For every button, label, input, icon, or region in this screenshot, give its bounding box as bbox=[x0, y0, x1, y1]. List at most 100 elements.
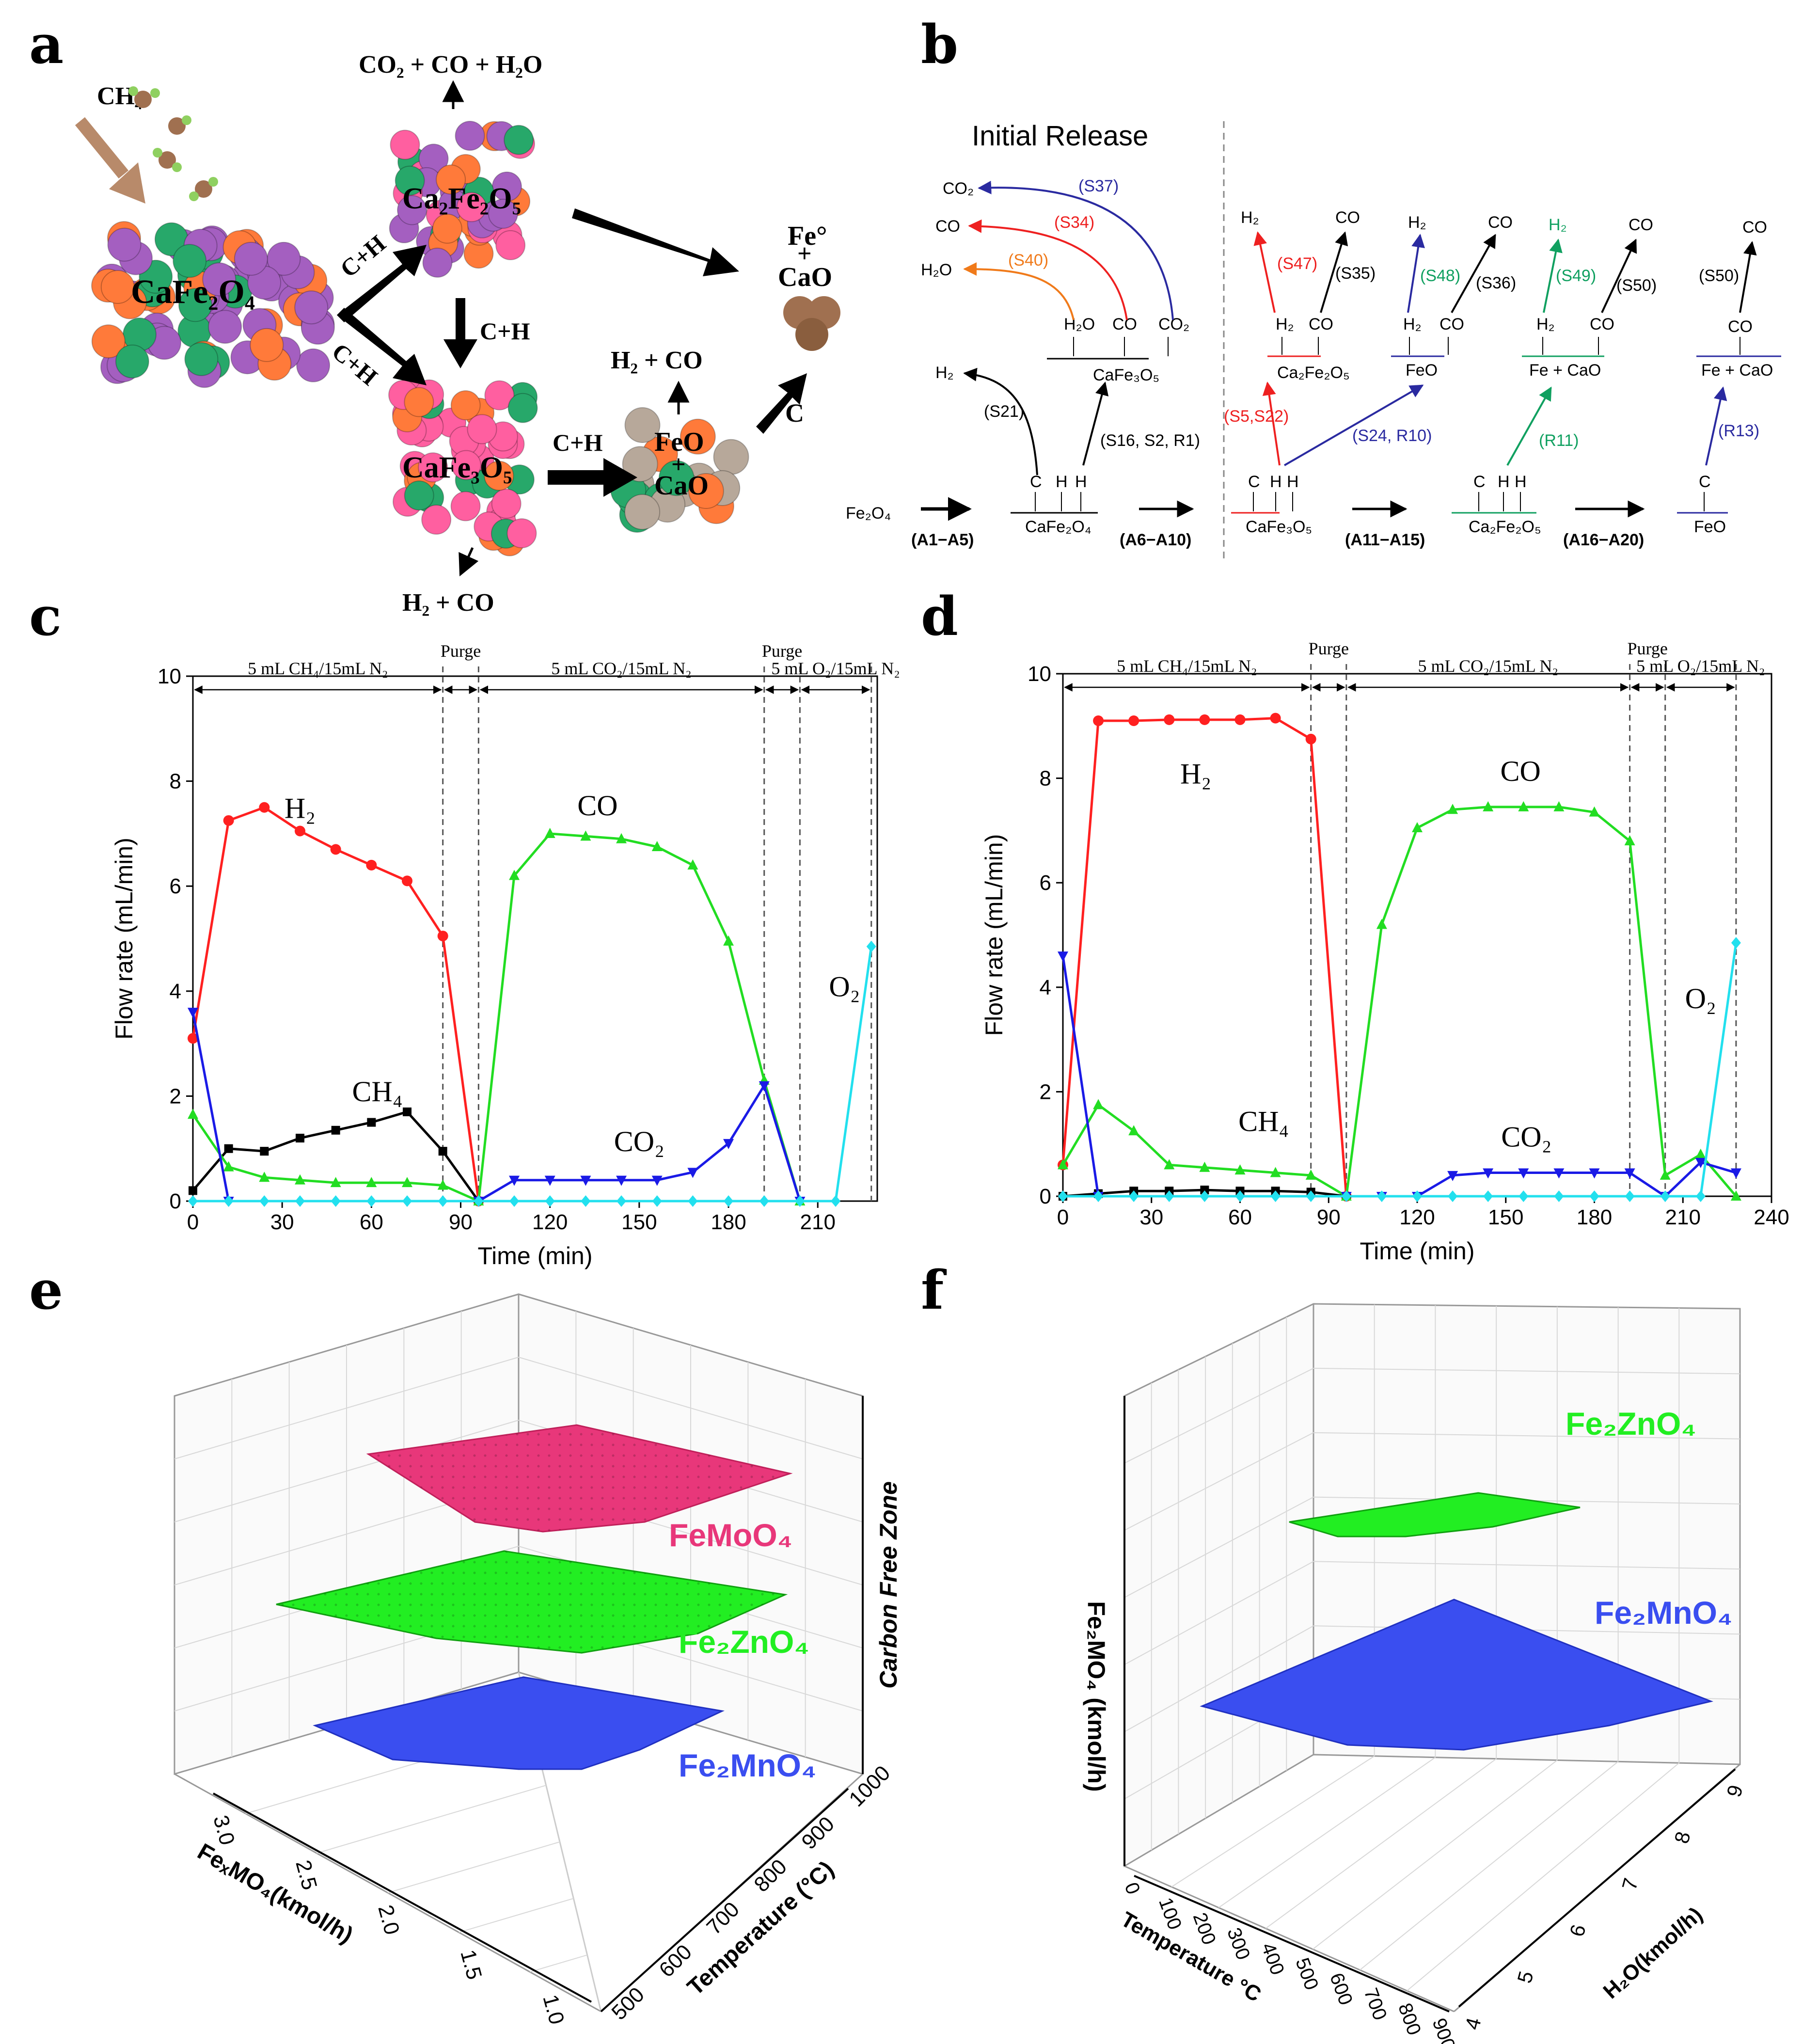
c-adsorbate-3: C bbox=[1473, 473, 1486, 491]
co-product-5: CO bbox=[1742, 218, 1767, 237]
s36-label: (S36) bbox=[1476, 274, 1516, 292]
point-co2 bbox=[1730, 1168, 1741, 1179]
point-co bbox=[509, 870, 520, 880]
arrow-s49 bbox=[1543, 238, 1563, 313]
tick-label: 900 bbox=[1428, 2015, 1459, 2044]
point-co2 bbox=[580, 1175, 591, 1186]
r11-label: (R11) bbox=[1539, 431, 1579, 450]
s37-label: (S37) bbox=[1078, 177, 1119, 195]
a6-label: (A6−A10) bbox=[1120, 531, 1191, 549]
series-label: CO bbox=[1501, 755, 1541, 787]
point-ch4 bbox=[260, 1147, 269, 1156]
grid-line bbox=[1124, 1561, 1314, 1665]
s49-label: (S49) bbox=[1556, 267, 1596, 285]
particle bbox=[418, 452, 448, 483]
series-line-o2 bbox=[193, 946, 873, 1203]
point-o2 bbox=[1376, 1190, 1387, 1202]
point-h2 bbox=[330, 844, 341, 855]
particle bbox=[624, 407, 661, 443]
panel-b: b Initial Release Fe₂O₄ (A1−A5) CaFe₂O₄ … bbox=[846, 13, 1781, 562]
series-label: O₂ bbox=[1685, 982, 1716, 1014]
feed-arrowhead bbox=[109, 162, 145, 204]
series-line-co bbox=[191, 832, 801, 1203]
femoo4-label: FeMoO₄ bbox=[669, 1517, 792, 1553]
feo-top-label: FeO bbox=[1406, 361, 1438, 380]
top-products-label: CO₂ + CO + H₂O bbox=[359, 51, 542, 79]
purge-label: Purge bbox=[1627, 639, 1667, 658]
point-h2 bbox=[402, 875, 413, 887]
particle bbox=[688, 473, 724, 509]
tick-label: 1.5 bbox=[456, 1947, 486, 1982]
particle bbox=[404, 387, 434, 417]
tick-label: 9 bbox=[1722, 1783, 1747, 1800]
particle bbox=[506, 518, 537, 549]
methane-molecules bbox=[128, 86, 218, 201]
point-h2 bbox=[1093, 715, 1104, 727]
grid-line bbox=[1124, 1496, 1314, 1598]
fe2mno4-label-f: Fe₂MnO₄ bbox=[1595, 1595, 1732, 1631]
particle bbox=[250, 328, 284, 362]
point-o2 bbox=[188, 1195, 198, 1207]
mid-products-label: H₂ + CO bbox=[611, 347, 703, 374]
co-adsorbate: CO bbox=[1112, 315, 1137, 333]
series-line-co bbox=[1061, 806, 1737, 1199]
cafe3o5-label: CaFe₃O₅ bbox=[1246, 518, 1312, 536]
point-h2 bbox=[188, 1033, 198, 1044]
purge-label: Purge bbox=[441, 641, 481, 661]
arrow-s37 bbox=[978, 180, 1174, 320]
cafe2o4-cluster bbox=[91, 221, 335, 388]
point-h2 bbox=[1199, 714, 1210, 725]
point-o2 bbox=[474, 1195, 484, 1207]
point-o2 bbox=[759, 1195, 769, 1207]
particle bbox=[397, 195, 427, 225]
point-co2 bbox=[544, 1175, 555, 1186]
tick-label: 4 bbox=[1460, 2015, 1485, 2032]
particle bbox=[504, 125, 534, 155]
s16-label: (S16, S2, R1) bbox=[1100, 431, 1200, 450]
point-co2 bbox=[1447, 1171, 1458, 1181]
point-co2 bbox=[723, 1139, 734, 1149]
fe2o4-label: Fe₂O₄ bbox=[846, 504, 891, 523]
plot-frame bbox=[1062, 673, 1772, 1197]
point-co bbox=[1412, 822, 1423, 833]
a1-label: (A1−A5) bbox=[911, 531, 974, 549]
point-co2 bbox=[1518, 1168, 1529, 1179]
point-o2 bbox=[331, 1195, 341, 1207]
tick-label: 1.0 bbox=[538, 1992, 569, 2027]
point-o2 bbox=[366, 1195, 377, 1207]
co-adsorbate-4: CO bbox=[1728, 317, 1753, 336]
particle bbox=[115, 344, 149, 379]
point-h2 bbox=[223, 815, 234, 826]
y-tick-label: 0 bbox=[1040, 1185, 1051, 1208]
x-tick-label: 240 bbox=[1754, 1205, 1789, 1229]
point-h2 bbox=[1128, 715, 1139, 727]
arrow-s48 bbox=[1407, 234, 1425, 313]
particle bbox=[484, 460, 514, 491]
point-co bbox=[1695, 1148, 1706, 1159]
co-product-2: CO bbox=[1335, 208, 1360, 227]
ch-top-label: C+H bbox=[335, 230, 391, 283]
feed-arrow bbox=[75, 117, 129, 179]
tick-label: 500 bbox=[1291, 1955, 1322, 1993]
co2-adsorbate: CO₂ bbox=[1158, 315, 1189, 333]
particle bbox=[91, 324, 126, 359]
x-tick-label: 120 bbox=[532, 1210, 568, 1234]
particle bbox=[404, 480, 434, 511]
point-o2 bbox=[795, 1195, 805, 1207]
arrow-r11 bbox=[1506, 386, 1552, 466]
series-label: H₂ bbox=[1180, 758, 1211, 790]
reaction-arrows bbox=[337, 208, 807, 497]
tick-label: 3.0 bbox=[208, 1813, 239, 1848]
cafe3o5-cluster bbox=[388, 378, 538, 556]
point-co bbox=[1447, 804, 1458, 814]
cafe2o4-label: CaFe₂O₄ bbox=[1025, 518, 1091, 536]
point-co2 bbox=[1695, 1157, 1706, 1168]
h2-product: H₂ bbox=[935, 364, 954, 382]
x-tick-label: 150 bbox=[621, 1210, 657, 1234]
series-label: O₂ bbox=[829, 971, 860, 1003]
point-h2 bbox=[1234, 714, 1246, 725]
point-h2 bbox=[295, 825, 306, 837]
arrow-s24 bbox=[1283, 384, 1424, 466]
tick-label: 2.5 bbox=[291, 1857, 321, 1892]
